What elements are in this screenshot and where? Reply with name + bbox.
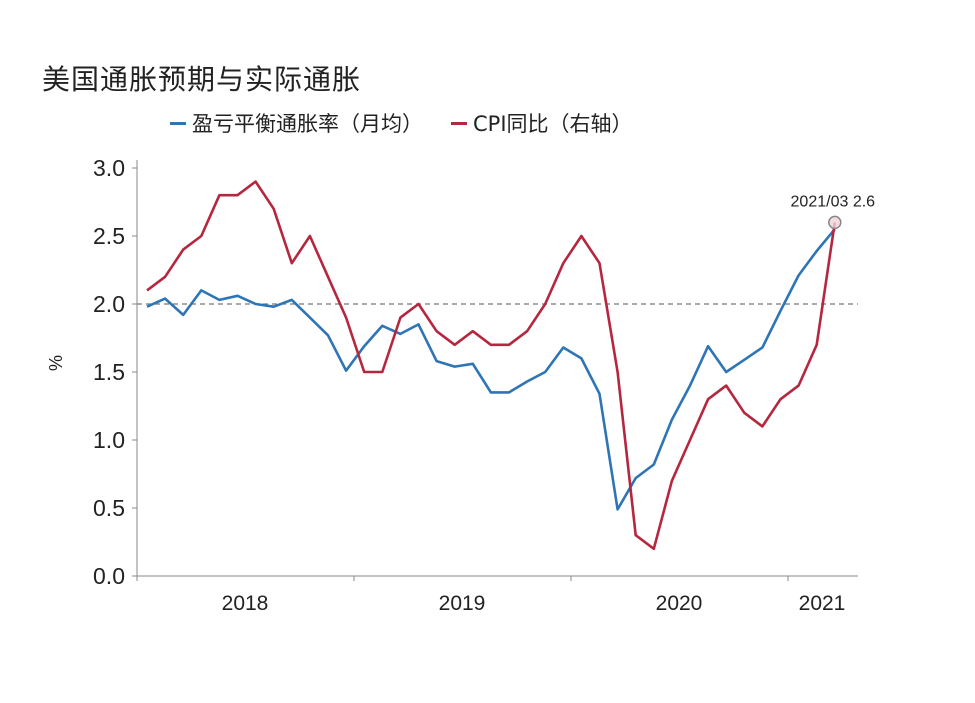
annotation-label: 2021/03 2.6	[791, 193, 876, 210]
legend-swatch-cpi	[451, 121, 467, 125]
y-tick-label-0: 0.0	[93, 563, 125, 589]
x-tick-label-2018: 2018	[222, 592, 269, 615]
chart-title: 美国通胀预期与实际通胀	[42, 63, 362, 96]
y-tick-label-6: 3.0	[93, 155, 125, 181]
legend: 盈亏平衡通胀率（月均） CPI同比（右轴）	[170, 108, 633, 138]
legend-item-cpi: CPI同比（右轴）	[451, 108, 633, 138]
x-tick-label-2019: 2019	[439, 592, 486, 615]
series-line-breakeven	[146, 228, 836, 511]
series-line-cpi	[146, 180, 837, 551]
x-tick-label-2020: 2020	[656, 592, 703, 615]
legend-item-breakeven: 盈亏平衡通胀率（月均）	[170, 108, 423, 138]
legend-label-cpi: CPI同比（右轴）	[473, 112, 633, 136]
y-tick-label-2: 1.0	[93, 427, 125, 453]
y-tick-label-3: 1.5	[93, 359, 125, 385]
annotation-marker	[828, 215, 842, 230]
y-axis-label: %	[46, 355, 66, 371]
y-tick-label-4: 2.0	[93, 291, 125, 317]
legend-swatch-breakeven	[170, 121, 186, 125]
y-tick-label-1: 0.5	[93, 495, 125, 521]
legend-label-breakeven: 盈亏平衡通胀率（月均）	[192, 112, 423, 136]
y-tick-label-5: 2.5	[93, 223, 125, 249]
x-tick-label-2021: 2021	[799, 592, 846, 615]
